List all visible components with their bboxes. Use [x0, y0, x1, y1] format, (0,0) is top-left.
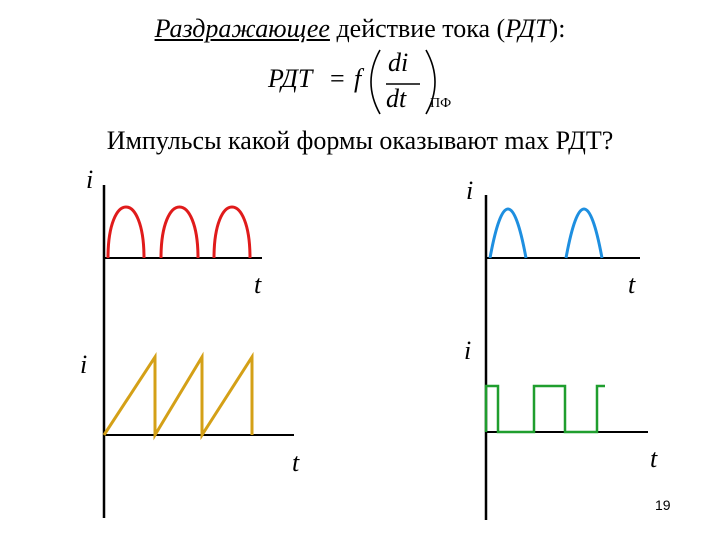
half-sine-pulse	[212, 205, 252, 259]
rectangular-pulses	[484, 384, 605, 434]
half-sine-pulse	[106, 205, 146, 259]
title-italic-word: Раздражающее	[154, 14, 330, 43]
triangular-pulse	[564, 207, 604, 259]
graph-rectangular	[484, 384, 648, 434]
graph3-y-label: i	[80, 350, 88, 379]
graph-sawtooth	[102, 351, 294, 441]
formula-equals: =	[330, 64, 345, 93]
graph4-y-label: i	[464, 336, 472, 365]
triangular-pulse	[488, 207, 528, 259]
question-text: Импульсы какой формы оказывают max РДТ?	[106, 126, 614, 155]
formula-subscript: ПФ	[430, 96, 452, 111]
graph4-x-label: t	[650, 444, 658, 473]
graph2-x-label: t	[628, 270, 636, 299]
graph2-y-label: i	[466, 176, 474, 205]
graph-triangular	[484, 195, 640, 520]
formula-lhs: РДТ	[268, 64, 313, 93]
sawtooth-pulses	[102, 351, 254, 441]
graph-half-sine	[102, 185, 262, 518]
slide-number: 19	[655, 497, 671, 513]
formula-numerator: di	[388, 48, 409, 77]
title-end: ):	[549, 14, 566, 43]
graph1-x-label: t	[254, 270, 262, 299]
slide-title: Раздражающее действие тока (РДТ):	[0, 14, 720, 44]
formula-func: f	[354, 64, 362, 93]
half-sine-pulse	[159, 205, 200, 259]
title-text: действие тока (	[329, 14, 506, 43]
graph3-x-label: t	[292, 448, 300, 477]
title-abbr: РДТ	[505, 14, 550, 43]
graph1-y-label: i	[86, 165, 94, 194]
formula-denominator: dt	[386, 84, 407, 113]
